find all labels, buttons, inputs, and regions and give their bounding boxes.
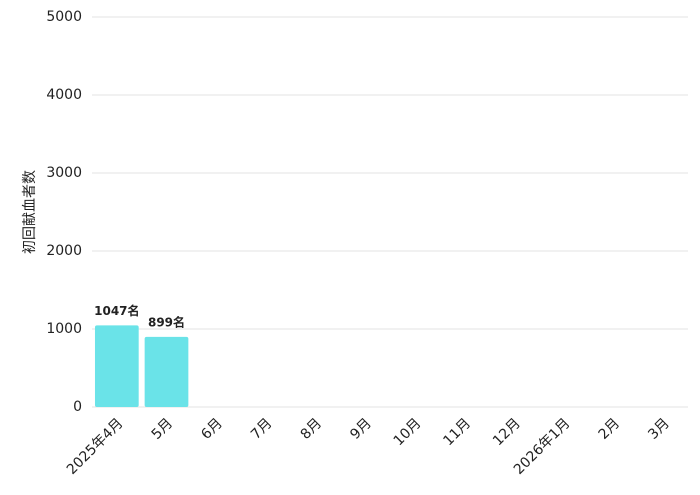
x-tick-label: 10月 xyxy=(391,415,425,449)
x-tick-label: 2月 xyxy=(596,415,624,443)
bar xyxy=(94,325,139,407)
x-tick-label: 9月 xyxy=(347,415,375,443)
value-label: 899名 xyxy=(148,314,185,329)
x-tick-label: 6月 xyxy=(198,415,226,443)
y-tick-label: 2000 xyxy=(46,243,82,259)
y-tick-label: 3000 xyxy=(46,165,82,181)
value-label: 1047名 xyxy=(94,303,139,318)
y-tick-label: 5000 xyxy=(46,9,82,25)
x-tick-label: 7月 xyxy=(248,415,276,443)
x-tick-label: 12月 xyxy=(490,415,524,449)
x-tick-label: 11月 xyxy=(440,415,474,449)
x-tick-label: 5月 xyxy=(149,415,177,443)
x-tick-label: 2025年4月 xyxy=(64,415,127,478)
y-tick-label: 1000 xyxy=(46,321,82,337)
x-tick-label: 3月 xyxy=(645,415,673,443)
y-axis-label: 初回献血者数 xyxy=(21,170,38,254)
y-tick-label: 4000 xyxy=(46,87,82,103)
x-tick-label: 8月 xyxy=(298,415,326,443)
y-tick-label: 0 xyxy=(73,399,82,415)
bar xyxy=(144,336,189,407)
